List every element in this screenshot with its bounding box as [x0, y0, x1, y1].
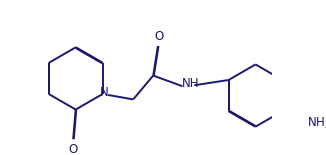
Text: O: O: [155, 30, 164, 43]
Text: O: O: [68, 143, 78, 155]
Text: N: N: [100, 86, 109, 99]
Text: NH$_2$: NH$_2$: [306, 116, 326, 131]
Text: NH: NH: [182, 77, 199, 90]
